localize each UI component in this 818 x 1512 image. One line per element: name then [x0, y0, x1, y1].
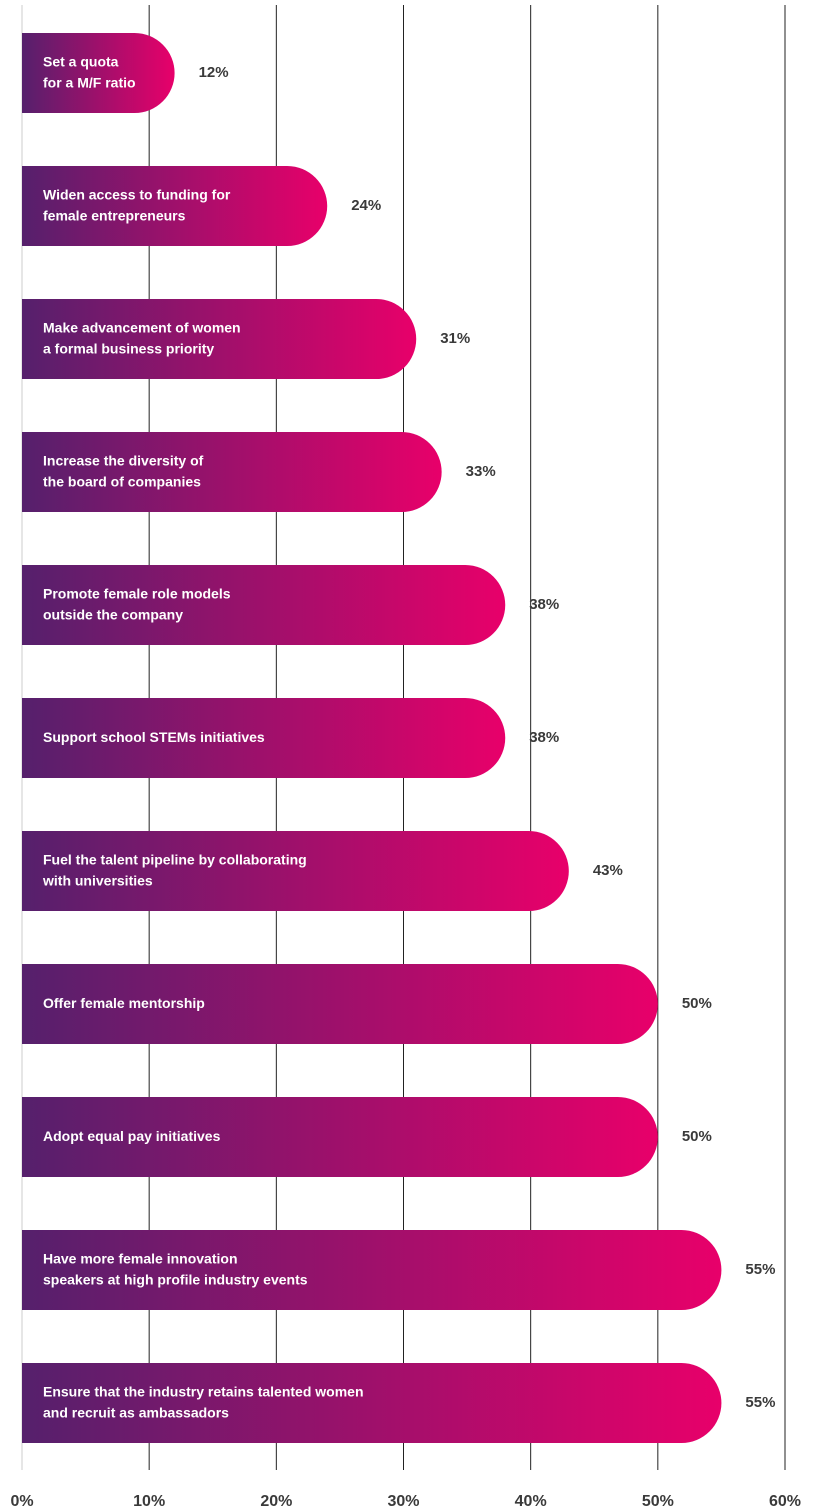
category-label: Support school STEMs initiatives	[43, 729, 265, 745]
value-label: 55%	[745, 1261, 775, 1278]
bar	[22, 1363, 722, 1443]
category-label: Offer female mentorship	[43, 995, 205, 1011]
value-label: 38%	[529, 596, 559, 613]
bar	[22, 831, 569, 911]
category-label: Make advancement of women a formal busine…	[43, 319, 241, 356]
category-label: Set a quota for a M/F ratio	[43, 53, 136, 90]
value-label: 55%	[745, 1394, 775, 1411]
category-label: Adopt equal pay initiatives	[43, 1128, 221, 1144]
bar	[22, 166, 328, 246]
category-label: Fuel the talent pipeline by collaboratin…	[42, 851, 307, 888]
bar	[22, 1230, 722, 1310]
value-label: 38%	[529, 729, 559, 746]
category-label: Ensure that the industry retains talente…	[43, 1383, 364, 1420]
value-label: 24%	[351, 197, 381, 214]
category-label: Widen access to funding for female entrep…	[43, 186, 231, 223]
bar	[22, 299, 417, 379]
bar	[22, 964, 658, 1044]
category-label: Increase the diversity of the board of co…	[43, 452, 204, 489]
category-label: Have more female innovation speakers at h…	[43, 1250, 308, 1287]
x-tick-label: 60%	[769, 1493, 801, 1510]
bar	[22, 1097, 658, 1177]
category-label: Promote female role models outside the co…	[43, 585, 231, 622]
x-tick-label: 20%	[260, 1493, 292, 1510]
value-label: 50%	[682, 1128, 712, 1145]
value-label: 50%	[682, 995, 712, 1012]
x-tick-label: 0%	[10, 1493, 33, 1510]
bar	[22, 698, 506, 778]
x-tick-label: 40%	[515, 1493, 547, 1510]
value-label: 31%	[440, 330, 470, 347]
bar	[22, 432, 442, 512]
bar	[22, 33, 175, 113]
x-tick-label: 50%	[642, 1493, 674, 1510]
value-label: 43%	[593, 862, 623, 879]
bar	[22, 565, 506, 645]
value-label: 33%	[466, 463, 496, 480]
x-tick-label: 10%	[133, 1493, 165, 1510]
value-label: 12%	[199, 64, 229, 81]
x-tick-label: 30%	[387, 1493, 419, 1510]
